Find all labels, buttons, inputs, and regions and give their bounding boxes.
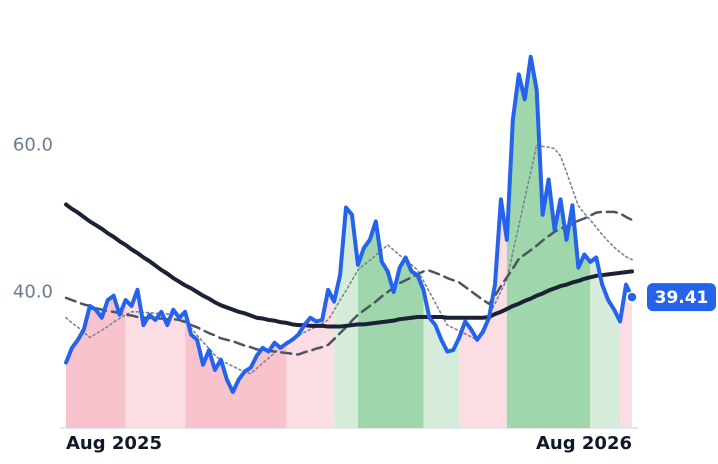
series-line — [64, 54, 634, 394]
last-point — [626, 291, 638, 303]
region — [506, 56, 591, 429]
region — [185, 311, 287, 428]
series-line — [64, 202, 634, 329]
value-label: 39.41 — [655, 288, 709, 308]
region — [125, 289, 186, 428]
region — [459, 199, 507, 428]
x-tick-label: Aug 2026 — [536, 433, 632, 454]
x-tick-label: Aug 2025 — [66, 433, 162, 454]
y-tick-label: 40.0 — [13, 282, 53, 303]
series-line — [64, 210, 634, 356]
region — [286, 289, 335, 428]
region — [590, 257, 621, 428]
region — [620, 284, 632, 428]
y-tick-label: 60.0 — [13, 135, 53, 156]
region — [334, 207, 358, 428]
region — [357, 221, 424, 428]
region — [66, 295, 126, 428]
value-badge — [647, 283, 716, 312]
